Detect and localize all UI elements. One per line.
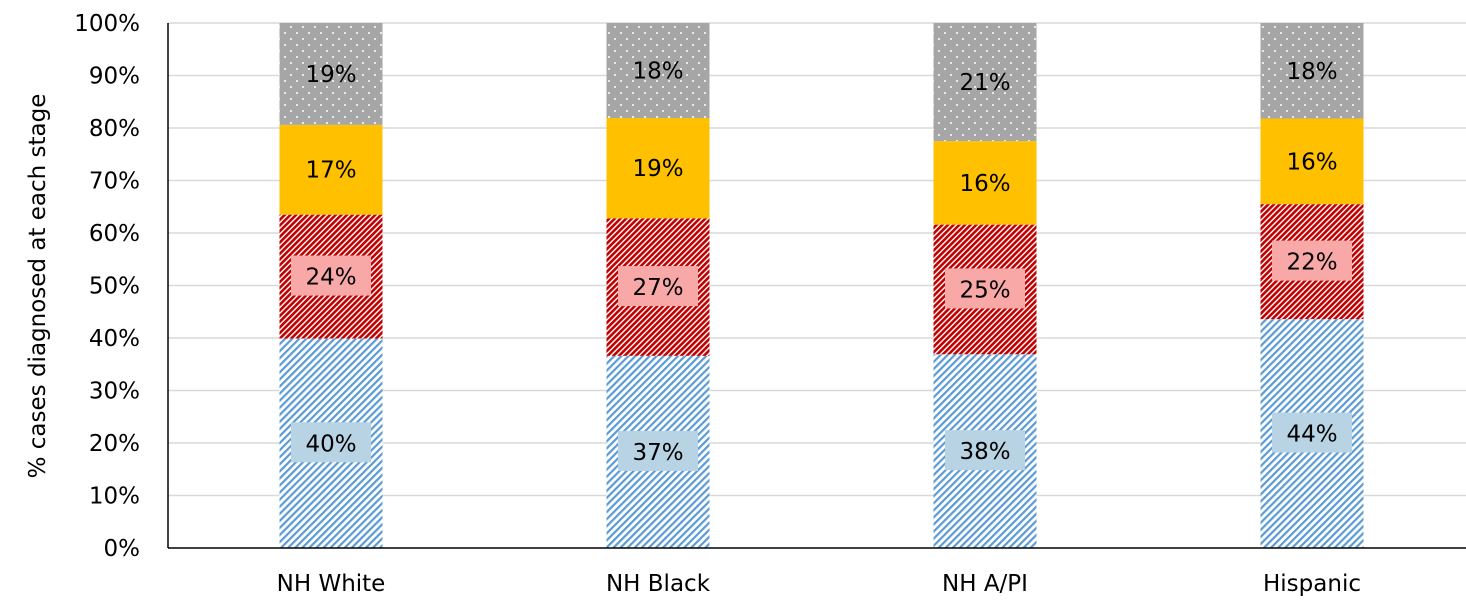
data-label: 19%	[305, 62, 356, 88]
data-label: 21%	[959, 70, 1010, 96]
bar-segment	[1260, 23, 1364, 119]
data-label-background	[291, 255, 371, 296]
data-label: 24%	[305, 265, 356, 291]
data-label: 27%	[632, 275, 683, 301]
data-label-background	[618, 430, 698, 471]
gridlines	[168, 22, 1466, 497]
data-label: 25%	[959, 277, 1010, 303]
data-labels: 40% 24% 17% 19% 37% 27% 19% 18% 38% 25% 16% 21% 44% 2…	[291, 59, 1352, 471]
data-label: 16%	[959, 171, 1010, 197]
data-label-background	[945, 430, 1025, 471]
y-axis-label: % cases diagnosed at each stage	[25, 94, 51, 479]
y-tick-label: 20%	[89, 431, 140, 457]
y-tick-label: 0%	[104, 536, 141, 562]
bar-segment	[279, 23, 383, 125]
data-label: 17%	[305, 158, 356, 184]
x-tick-label: NH White	[277, 571, 386, 597]
x-tick-label: Hispanic	[1263, 571, 1361, 597]
x-tick-label: NH Black	[606, 571, 711, 597]
data-label: 37%	[632, 440, 683, 466]
y-tick-label: 70%	[89, 169, 140, 195]
y-tick-label: 100%	[74, 11, 140, 37]
data-label: 18%	[632, 59, 683, 85]
y-tick-label: 90%	[89, 64, 140, 90]
bar-segment	[1260, 118, 1364, 205]
data-label: 44%	[1286, 422, 1337, 448]
y-tick-label: 60%	[89, 221, 140, 247]
data-label: 40%	[305, 431, 356, 457]
data-label-background	[618, 266, 698, 307]
data-label: 22%	[1286, 250, 1337, 276]
data-label: 18%	[1286, 59, 1337, 85]
y-tick-label: 30%	[89, 379, 140, 405]
bar-segment	[606, 118, 710, 219]
data-label: 16%	[1286, 149, 1337, 175]
x-tick-label: NH A/PI	[942, 571, 1028, 597]
axes: 0% 10% 20% 30% 40% 50% 60% 70% 80% 90% 100% NH Whit…	[74, 11, 1466, 597]
y-tick-label: 10%	[89, 484, 140, 510]
data-label-background	[1272, 240, 1352, 281]
data-label: 38%	[959, 439, 1010, 465]
bar-segment	[933, 23, 1037, 142]
data-label-background	[945, 268, 1025, 309]
data-label-background	[291, 422, 371, 463]
y-tick-label: 80%	[89, 116, 140, 142]
y-tick-label: 50%	[89, 274, 140, 300]
bar-segment	[606, 23, 710, 119]
data-label: 19%	[632, 156, 683, 182]
data-label-background	[1272, 412, 1352, 453]
y-tick-label: 40%	[89, 326, 140, 352]
bar-segment	[933, 141, 1037, 225]
bar-segment	[279, 124, 383, 215]
